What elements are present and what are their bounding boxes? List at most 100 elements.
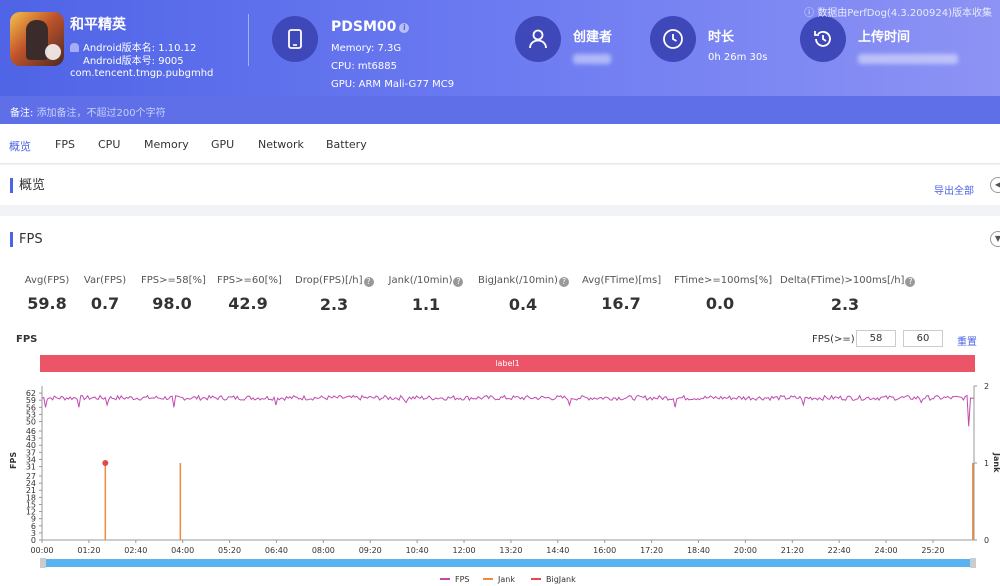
note-input[interactable]: 添加备注，不超过200个字符	[36, 108, 166, 119]
reset-button[interactable]: 重置	[957, 337, 977, 348]
app-package: com.tencent.tmgp.pubgmhd	[70, 68, 214, 79]
y-axis-label: FPS	[9, 452, 18, 469]
help-icon[interactable]: ?	[453, 277, 464, 287]
stat-avg-ftime: Avg(FTime)[ms] 16.7	[582, 275, 662, 313]
scroll-handle-left[interactable]	[40, 558, 46, 568]
fps-card: FPS ▼	[0, 216, 1000, 586]
stat-fps-ge60: FPS>=60[%] 42.9	[217, 275, 282, 313]
y2-tick-label: 0	[984, 536, 989, 545]
y-tick-label: 37	[26, 448, 36, 457]
app-icon	[10, 12, 64, 66]
x-tick-label: 13:20	[499, 546, 522, 555]
user-icon	[515, 16, 561, 62]
tab-overview[interactable]: 概览	[9, 140, 31, 153]
tab-cpu[interactable]: CPU	[98, 138, 121, 151]
collapse-left-icon[interactable]: ◀	[990, 177, 1000, 193]
x-tick-label: 17:20	[640, 546, 663, 555]
app-version-code: Android版本号: 9005	[83, 56, 184, 67]
x-tick-label: 12:00	[453, 546, 476, 555]
tab-gpu[interactable]: GPU	[211, 138, 235, 151]
y-tick-label: 24	[26, 479, 36, 488]
y-tick-label: 3	[31, 529, 36, 538]
chart-title: FPS	[16, 334, 38, 345]
y-tick-label: 40	[26, 441, 36, 450]
x-tick-label: 21:20	[781, 546, 804, 555]
tab-network[interactable]: Network	[258, 138, 304, 151]
note-bar: 备注: 添加备注，不超过200个字符	[0, 96, 1000, 124]
x-tick-label: 25:20	[921, 546, 944, 555]
note-label: 备注:	[10, 108, 34, 119]
expand-down-icon[interactable]: ▼	[990, 231, 1000, 247]
device-name: PDSM00 i	[331, 19, 410, 35]
export-all-button[interactable]: 导出全部	[934, 186, 974, 197]
overview-title: 概览	[10, 178, 45, 193]
stat-jank: Jank(/10min)? 1.1	[388, 275, 464, 314]
y-tick-label: 43	[26, 434, 36, 443]
fps-series-line	[41, 394, 975, 427]
y-tick-label: 53	[26, 410, 36, 419]
scroll-handle-right[interactable]	[970, 558, 976, 568]
y-tick-label: 6	[31, 522, 36, 531]
x-tick-label: 20:00	[734, 546, 757, 555]
duration-value: 0h 26m 30s	[708, 52, 768, 63]
app-name: 和平精英	[70, 17, 126, 33]
x-tick-label: 10:40	[406, 546, 429, 555]
x-tick-label: 02:40	[124, 546, 147, 555]
x-tick-label: 16:00	[593, 546, 616, 555]
y-tick-label: 46	[26, 427, 36, 436]
info-icon[interactable]: i	[399, 23, 410, 33]
y-tick-label: 34	[26, 455, 36, 464]
threshold-label: FPS(>=)	[812, 334, 855, 345]
overview-card: 概览 导出全部 ◀	[0, 165, 1000, 205]
legend-label: BigJank	[546, 575, 576, 584]
x-tick-label: 01:20	[77, 546, 100, 555]
x-tick-label: 18:40	[687, 546, 710, 555]
help-icon[interactable]: ?	[363, 277, 374, 287]
stat-var-fps: Var(FPS) 0.7	[83, 275, 127, 313]
device-icon	[272, 16, 318, 62]
source-note: ⓘ 数据由PerfDog(4.3.200924)版本收集	[804, 8, 992, 19]
fps-chart[interactable]: 0369121518212427313437404346505356596201…	[0, 372, 1000, 586]
time-range-scrollbar[interactable]	[42, 559, 974, 567]
creator-label: 创建者	[573, 30, 613, 45]
help-icon[interactable]: ?	[558, 277, 569, 287]
tab-fps[interactable]: FPS	[55, 138, 75, 151]
fps-section-title: FPS	[10, 232, 43, 247]
y-tick-label: 15	[26, 500, 36, 509]
clock-icon	[650, 16, 696, 62]
x-tick-label: 14:40	[546, 546, 569, 555]
help-icon[interactable]: ?	[905, 277, 916, 287]
y-tick-label: 0	[31, 536, 36, 545]
y-tick-label: 59	[26, 396, 36, 405]
report-header: 和平精英 Android版本名: 1.10.12 Android版本号: 900…	[0, 0, 1000, 96]
y-tick-label: 56	[26, 403, 36, 412]
upload-label: 上传时间	[858, 30, 911, 45]
tab-battery[interactable]: Battery	[326, 138, 367, 151]
y-tick-label: 50	[26, 418, 36, 427]
stat-ftime-ge100: FTime>=100ms[%] 0.0	[674, 275, 773, 313]
x-tick-label: 22:40	[828, 546, 851, 555]
y-tick-label: 21	[26, 486, 36, 495]
tab-bar: 概览 FPS CPU Memory GPU Network Battery	[0, 124, 1000, 164]
y-tick-label: 9	[31, 515, 36, 524]
info-icon: ⓘ	[804, 8, 818, 19]
legend-label: Jank	[497, 575, 515, 584]
y2-tick-label: 2	[984, 382, 989, 391]
label-band: label1	[40, 355, 975, 372]
threshold-input-2[interactable]: 60	[903, 330, 943, 347]
x-tick-label: 09:20	[359, 546, 382, 555]
x-tick-label: 08:00	[312, 546, 335, 555]
device-cpu: CPU: mt6885	[331, 61, 397, 72]
upload-value-redacted	[858, 54, 958, 64]
device-gpu: GPU: ARM Mali-G77 MC9	[331, 79, 455, 90]
y-tick-label: 31	[26, 463, 36, 472]
header-divider	[248, 14, 249, 66]
stat-bigjank: BigJank(/10min)? 0.4	[478, 275, 569, 314]
x-tick-label: 05:20	[218, 546, 241, 555]
app-version-name: Android版本名: 1.10.12	[70, 39, 196, 54]
threshold-input-1[interactable]: 58	[856, 330, 896, 347]
creator-value-redacted	[573, 54, 611, 64]
y-tick-label: 12	[26, 508, 36, 517]
tab-memory[interactable]: Memory	[144, 138, 189, 151]
history-icon	[800, 16, 846, 62]
